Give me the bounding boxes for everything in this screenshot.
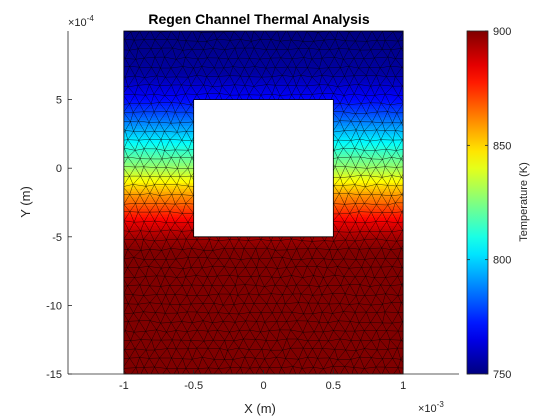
y-tick-label: 5 bbox=[56, 95, 62, 107]
temperature-band bbox=[123, 331, 404, 335]
temperature-band bbox=[123, 36, 404, 41]
colorbar-tick-label: 800 bbox=[493, 255, 511, 267]
chart-title: Regen Channel Thermal Analysis bbox=[148, 11, 369, 27]
temperature-band bbox=[123, 88, 404, 92]
temperature-band bbox=[123, 51, 404, 55]
temperature-band bbox=[123, 339, 404, 344]
y-multiplier: ×10-4 bbox=[68, 14, 94, 29]
svg-text:×10-3: ×10-3 bbox=[418, 400, 444, 415]
plot-area bbox=[68, 30, 459, 375]
y-axis-label: Y (m) bbox=[18, 186, 33, 218]
temperature-band bbox=[123, 328, 404, 332]
temperature-band bbox=[123, 351, 404, 355]
x-tick-label: 0.5 bbox=[326, 380, 341, 392]
colorbar-label: Temperature (K) bbox=[518, 162, 530, 241]
temperature-band bbox=[123, 73, 404, 78]
temperature-band bbox=[123, 239, 404, 244]
y-tick-label: -5 bbox=[52, 232, 62, 244]
temperature-band bbox=[123, 276, 404, 281]
temperature-band bbox=[123, 82, 404, 86]
temperature-band bbox=[123, 356, 404, 361]
temperature-band bbox=[123, 336, 404, 341]
temperature-band bbox=[123, 248, 404, 252]
temperature-band bbox=[123, 359, 404, 364]
x-axis-label: X (m) bbox=[244, 401, 276, 416]
temperature-band bbox=[123, 76, 404, 81]
y-ticks: -15 -10 -5 0 5 bbox=[46, 95, 72, 381]
temperature-band bbox=[123, 302, 404, 306]
temperature-band bbox=[123, 96, 404, 101]
x-tick-label: 1 bbox=[400, 380, 406, 392]
temperature-band bbox=[123, 33, 404, 38]
temperature-band bbox=[123, 362, 404, 367]
temperature-band bbox=[123, 279, 404, 284]
temperature-band bbox=[123, 245, 404, 249]
temperature-band bbox=[123, 259, 404, 264]
temperature-band bbox=[123, 56, 404, 61]
temperature-band bbox=[123, 305, 404, 309]
temperature-band bbox=[123, 311, 404, 315]
temperature-band bbox=[123, 319, 404, 324]
temperature-band bbox=[123, 288, 404, 292]
x-ticks: -1 -0.5 0 0.5 1 bbox=[119, 370, 406, 392]
temperature-band bbox=[123, 348, 404, 352]
temperature-band bbox=[123, 291, 404, 295]
temperature-band bbox=[123, 253, 404, 258]
temperature-band bbox=[123, 342, 404, 347]
temperature-band bbox=[123, 42, 404, 46]
temperature-band bbox=[123, 236, 404, 241]
colorbar-tick-label: 850 bbox=[493, 140, 511, 152]
y-tick-label: -15 bbox=[46, 369, 62, 381]
temperature-band bbox=[123, 79, 404, 84]
x-tick-label: -0.5 bbox=[184, 380, 203, 392]
temperature-band bbox=[123, 313, 404, 318]
temperature-band bbox=[123, 85, 404, 89]
x-tick-label: 0 bbox=[260, 380, 266, 392]
temperature-band bbox=[123, 68, 404, 72]
colorbar-ticks: 750 800 850 900 bbox=[467, 26, 511, 381]
colorbar-gradient bbox=[466, 30, 489, 375]
temperature-band bbox=[123, 345, 404, 349]
temperature-band bbox=[123, 242, 404, 246]
temperature-band bbox=[123, 273, 404, 278]
temperature-band bbox=[123, 53, 404, 58]
temperature-band bbox=[123, 325, 404, 329]
colorbar: 750 800 850 900 Temperature (K) bbox=[466, 26, 530, 381]
temperature-band bbox=[123, 71, 404, 75]
temperature-band bbox=[123, 59, 404, 64]
temperature-band bbox=[123, 268, 404, 272]
temperature-band bbox=[123, 308, 404, 312]
temperature-band bbox=[123, 322, 404, 327]
temperature-band bbox=[123, 65, 404, 69]
x-tick-label: -1 bbox=[119, 380, 129, 392]
x-multiplier: ×10-3 bbox=[418, 400, 444, 415]
colorbar-tick-label: 900 bbox=[493, 26, 511, 38]
svg-text:×10-4: ×10-4 bbox=[68, 14, 94, 29]
temperature-band bbox=[123, 333, 404, 338]
temperature-band bbox=[123, 45, 404, 49]
temperature-band bbox=[123, 299, 404, 304]
y-tick-label: -10 bbox=[46, 300, 62, 312]
colorbar-tick-label: 750 bbox=[493, 369, 511, 381]
temperature-band bbox=[123, 271, 404, 275]
temperature-band bbox=[123, 285, 404, 289]
temperature-band bbox=[123, 293, 404, 298]
temperature-band bbox=[123, 296, 404, 301]
temperature-band bbox=[123, 91, 404, 95]
temperature-band bbox=[123, 48, 404, 52]
temperature-band bbox=[123, 39, 404, 44]
y-tick-label: 0 bbox=[56, 163, 62, 175]
temperature-band bbox=[123, 93, 404, 98]
